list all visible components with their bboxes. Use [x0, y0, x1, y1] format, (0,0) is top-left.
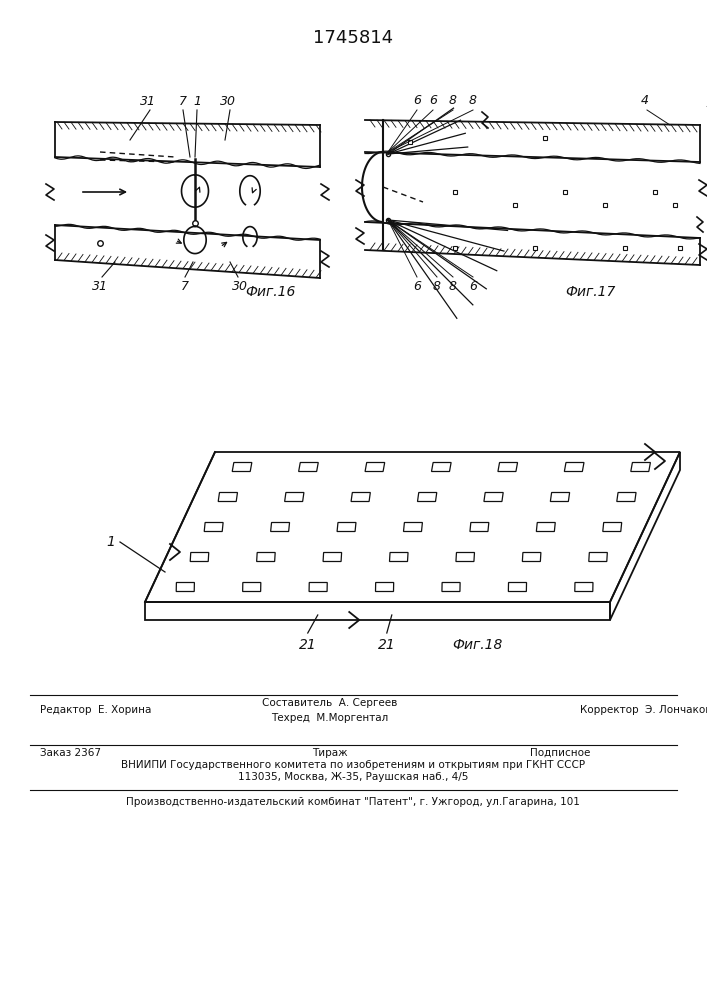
Text: 1: 1: [705, 97, 707, 110]
Text: Подписное: Подписное: [530, 748, 590, 758]
Text: Редактор  Е. Хорина: Редактор Е. Хорина: [40, 705, 151, 715]
Text: Заказ 2367: Заказ 2367: [40, 748, 101, 758]
Text: 8: 8: [449, 94, 457, 107]
Text: 8: 8: [469, 94, 477, 107]
Text: 113035, Москва, Ж-35, Раушская наб., 4/5: 113035, Москва, Ж-35, Раушская наб., 4/5: [238, 772, 468, 782]
Text: Фиг.16: Фиг.16: [245, 285, 296, 299]
Text: 30: 30: [232, 280, 248, 293]
Text: 6: 6: [469, 280, 477, 293]
Text: 7: 7: [181, 280, 189, 293]
Text: 31: 31: [92, 280, 108, 293]
Text: 21: 21: [299, 638, 317, 652]
Text: 1745814: 1745814: [313, 29, 393, 47]
Text: 31: 31: [140, 95, 156, 108]
Text: Фиг.17: Фиг.17: [565, 285, 615, 299]
Text: 6: 6: [413, 94, 421, 107]
Text: Техред  М.Моргентал: Техред М.Моргентал: [271, 713, 389, 723]
Text: 30: 30: [220, 95, 236, 108]
Text: 4: 4: [641, 94, 649, 107]
Text: 1: 1: [106, 535, 115, 549]
Text: 8: 8: [449, 280, 457, 293]
Text: 1: 1: [193, 95, 201, 108]
Text: 6: 6: [429, 94, 437, 107]
Text: Тираж: Тираж: [312, 748, 348, 758]
Text: Фиг.18: Фиг.18: [452, 638, 502, 652]
Text: ВНИИПИ Государственного комитета по изобретениям и открытиям при ГКНТ СССР: ВНИИПИ Государственного комитета по изоб…: [121, 760, 585, 770]
Text: 8: 8: [433, 280, 441, 293]
Text: Производственно-издательский комбинат "Патент", г. Ужгород, ул.Гагарина, 101: Производственно-издательский комбинат "П…: [126, 797, 580, 807]
Text: Корректор  Э. Лончакова: Корректор Э. Лончакова: [580, 705, 707, 715]
Text: Составитель  А. Сергеев: Составитель А. Сергеев: [262, 698, 397, 708]
Text: 21: 21: [378, 638, 396, 652]
Text: 6: 6: [413, 280, 421, 293]
Text: 7: 7: [179, 95, 187, 108]
